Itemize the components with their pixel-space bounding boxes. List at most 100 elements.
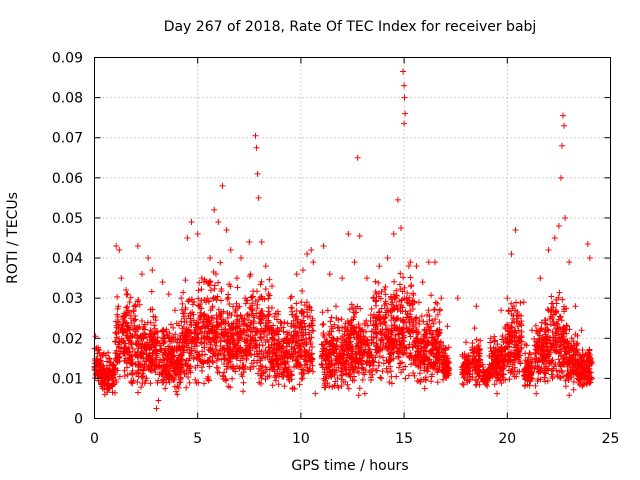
data-point bbox=[326, 341, 333, 348]
data-point bbox=[413, 314, 420, 321]
data-point bbox=[212, 350, 219, 357]
data-point bbox=[564, 323, 571, 330]
data-point bbox=[388, 351, 395, 358]
data-point bbox=[379, 354, 386, 361]
data-point bbox=[296, 381, 303, 388]
data-point bbox=[105, 349, 112, 356]
data-point bbox=[570, 386, 577, 393]
data-point bbox=[383, 365, 390, 372]
data-point bbox=[541, 355, 548, 362]
data-point bbox=[114, 358, 121, 365]
data-point bbox=[169, 344, 176, 351]
data-point bbox=[215, 218, 222, 225]
data-point bbox=[114, 293, 121, 300]
data-point bbox=[549, 356, 556, 363]
data-point bbox=[504, 295, 511, 302]
data-point bbox=[124, 334, 131, 341]
data-point bbox=[116, 335, 123, 342]
data-point bbox=[492, 349, 499, 356]
data-point bbox=[533, 390, 540, 397]
data-point bbox=[319, 348, 326, 355]
data-point bbox=[273, 316, 280, 323]
data-point bbox=[185, 373, 192, 380]
data-point bbox=[350, 365, 357, 372]
data-point bbox=[563, 305, 570, 312]
data-point bbox=[379, 336, 386, 343]
data-point bbox=[553, 308, 560, 315]
data-point bbox=[188, 218, 195, 225]
data-point bbox=[266, 372, 273, 379]
data-point bbox=[560, 112, 567, 119]
data-point bbox=[410, 291, 417, 298]
data-point bbox=[128, 320, 135, 327]
data-point bbox=[494, 375, 501, 382]
data-point bbox=[554, 321, 561, 328]
data-point bbox=[396, 335, 403, 342]
data-point bbox=[405, 372, 412, 379]
data-point bbox=[185, 297, 192, 304]
data-point bbox=[375, 279, 382, 286]
data-point bbox=[221, 369, 228, 376]
data-point bbox=[320, 243, 327, 250]
data-point bbox=[558, 367, 565, 374]
data-point bbox=[508, 251, 515, 258]
data-point bbox=[97, 373, 104, 380]
data-point bbox=[488, 372, 495, 379]
data-point bbox=[293, 338, 300, 345]
data-point bbox=[340, 360, 347, 367]
data-point bbox=[515, 327, 522, 334]
data-point bbox=[424, 342, 431, 349]
data-point bbox=[224, 314, 231, 321]
data-point bbox=[368, 376, 375, 383]
data-point bbox=[331, 321, 338, 328]
data-point bbox=[372, 315, 379, 322]
data-point bbox=[152, 314, 159, 321]
data-point bbox=[465, 356, 472, 363]
data-point bbox=[121, 367, 128, 374]
data-point bbox=[135, 389, 142, 396]
data-point bbox=[309, 327, 316, 334]
data-point bbox=[146, 346, 153, 353]
data-point bbox=[434, 300, 441, 307]
data-point bbox=[156, 371, 163, 378]
data-point bbox=[535, 376, 542, 383]
data-point bbox=[556, 335, 563, 342]
data-point bbox=[227, 345, 234, 352]
data-point bbox=[308, 358, 315, 365]
data-point bbox=[351, 334, 358, 341]
data-point bbox=[143, 333, 150, 340]
data-point bbox=[167, 354, 174, 361]
data-point bbox=[370, 295, 377, 302]
data-point bbox=[206, 354, 213, 361]
data-point bbox=[382, 298, 389, 305]
data-point bbox=[348, 345, 355, 352]
data-point bbox=[298, 328, 305, 335]
data-point bbox=[138, 384, 145, 391]
data-point bbox=[281, 359, 288, 366]
data-point bbox=[414, 354, 421, 361]
data-point bbox=[134, 334, 141, 341]
data-point bbox=[271, 374, 278, 381]
data-point bbox=[147, 367, 154, 374]
data-point bbox=[546, 360, 553, 367]
data-point bbox=[134, 298, 141, 305]
data-point bbox=[494, 341, 501, 348]
data-point bbox=[364, 359, 371, 366]
data-point bbox=[540, 339, 547, 346]
data-point bbox=[409, 305, 416, 312]
data-point bbox=[203, 340, 210, 347]
data-point bbox=[354, 342, 361, 349]
data-point bbox=[356, 385, 363, 392]
data-point bbox=[237, 329, 244, 336]
data-point bbox=[298, 299, 305, 306]
data-point bbox=[200, 359, 207, 366]
data-point bbox=[123, 291, 130, 298]
data-point bbox=[425, 338, 432, 345]
data-point bbox=[498, 380, 505, 387]
data-point bbox=[173, 388, 180, 395]
data-point bbox=[401, 319, 408, 326]
data-point bbox=[505, 327, 512, 334]
data-point bbox=[537, 326, 544, 333]
data-point bbox=[201, 351, 208, 358]
data-point bbox=[343, 351, 350, 358]
